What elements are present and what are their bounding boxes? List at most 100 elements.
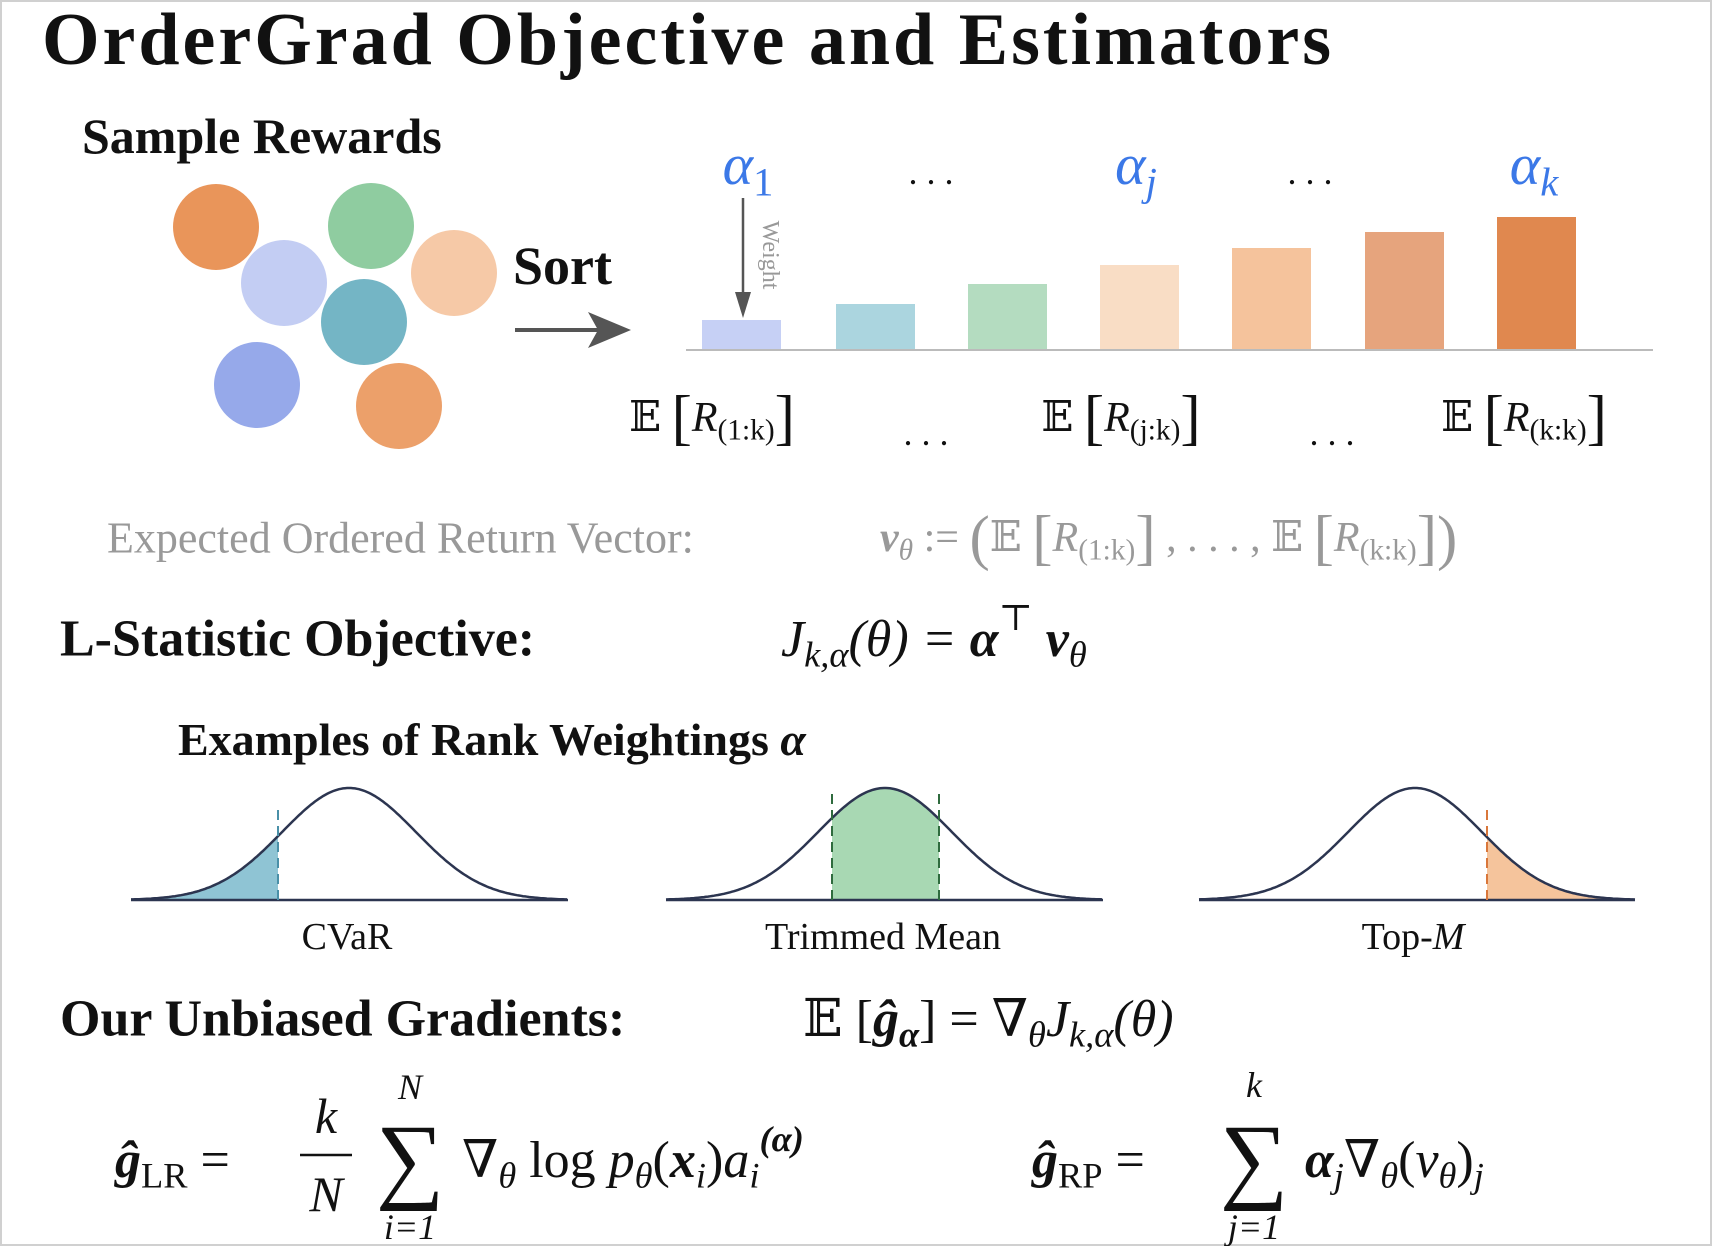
shaded-region [131,836,278,900]
formula-part: ĝ [114,1132,141,1189]
formula-part: ] [1587,385,1607,452]
formula-part: θ [899,535,913,567]
rp-rhs: αj∇θ(vθ)j [1305,1132,1484,1196]
bar [1365,232,1444,349]
formula-part: θ [498,1156,516,1196]
formula-part: ) [1437,505,1457,572]
formula-part: a [723,1132,749,1189]
formula-part: , . . . , 𝔼 [1156,515,1314,561]
formula-part: θ [1028,1015,1046,1055]
sort-label: Sort [513,236,612,296]
formula-part: α [780,714,807,765]
formula-part: ∇ [462,1132,498,1189]
formula-part: Top- [1362,916,1433,958]
formula-part: CVaR [302,916,393,958]
formula-part: k,α [804,635,849,675]
vector-formula: vθ := (𝔼 [R(1:k)] , . . . , 𝔼 [R(k:k)]) [880,505,1457,572]
formula-part: M [1432,916,1467,958]
section-label: Our Unbiased Gradients: [60,991,625,1048]
formula-part: i [749,1156,759,1196]
formula-part: ] [1135,505,1155,572]
formula-part: ( [653,1132,670,1189]
formula-part: ] [775,385,795,452]
curve-label: Top-M [1362,916,1467,958]
section-label: L-Statistic Objective: [60,611,535,668]
weight-label: Weight [757,221,783,290]
formula-part: x [669,1132,696,1189]
formula-part: R [1333,515,1360,561]
reward-circles [173,183,497,449]
formula-part: (θ) = [848,611,969,668]
bar [702,320,781,349]
formula-part: R [1503,395,1530,441]
lr-lhs: ĝLR = [114,1132,230,1196]
ellipsis: . . . [904,413,949,453]
formula-part: [ [1484,385,1504,452]
formula-part: α [1510,132,1542,197]
objective-formula: Jk,α(θ) = α⊤ vθ [781,598,1087,674]
formula-part: ] [1180,385,1200,452]
formula-part: 𝔼 [629,395,672,441]
formula-part: θ [1439,1156,1457,1196]
formula-part: 𝔼 [1041,395,1084,441]
reward-circle [173,184,259,270]
formula-part: α [899,1015,920,1055]
formula-part: (1:k) [718,415,775,447]
rp-lhs: ĝRP = [1031,1132,1145,1196]
weight-symbol: α1 [723,132,774,204]
formula-part: i [696,1156,706,1196]
formula-part: (1:k) [1078,535,1135,567]
formula-part: α [723,132,755,197]
formula-part: p [605,1132,635,1189]
sorted-bars [686,217,1653,351]
formula-part: ] [1417,505,1437,572]
formula-part: [ [1084,385,1104,452]
formula-part: 𝔼 [1441,395,1484,441]
formula-part: (θ) [1113,991,1173,1048]
formula-part: R [691,395,718,441]
formula-part: ĝ [1031,1132,1058,1189]
weight-arrow [735,198,751,318]
weight-symbol: αk [1510,132,1559,204]
title: OrderGrad Objective and Estimators [42,0,1334,81]
formula-part: ( [969,505,989,572]
bell-curve [1198,786,1636,901]
formula-part: [ [672,385,692,452]
formula-part: v [1415,1132,1439,1189]
fraction-denominator: N [308,1166,345,1222]
formula-part: J [1046,991,1072,1048]
formula-part: α [1305,1132,1335,1189]
formula-part: 𝔼 [990,515,1033,561]
sum-top: k [1246,1065,1263,1105]
reward-circle [214,342,300,428]
expectation-label: 𝔼 [R(1:k)] [629,385,795,452]
formula-part: [ [1314,505,1334,572]
formula-part: j [1470,1156,1484,1196]
sum-bottom: i=1 [384,1207,436,1246]
formula-part: j [1141,159,1157,204]
formula-part: log [516,1132,608,1189]
formula-part: LR [141,1156,188,1196]
ellipsis: . . . [1310,413,1355,453]
formula-part: Examples of Rank Weightings [178,714,780,765]
formula-part: k [1540,159,1559,204]
arrow-head [735,292,751,318]
ellipsis: . . . [1288,152,1333,192]
formula-part: ∇ [1344,1132,1380,1189]
expectation-label: 𝔼 [R(j:k)] [1041,385,1200,452]
vector-label: Expected Ordered Return Vector: [107,514,694,563]
formula-part: (j:k) [1130,415,1181,447]
shaded-region [1487,837,1635,900]
formula-part: k,α [1069,1015,1114,1055]
formula-part: [ [1032,505,1052,572]
formula-part: (k:k) [1530,415,1587,447]
formula-part: ) [1456,1132,1473,1189]
formula-part: ] = ∇ [919,991,1028,1048]
formula-part: 1 [753,159,773,204]
sum-bottom: j=1 [1224,1207,1280,1246]
lr-rhs: ∇θ log pθ(xi)ai(α) [462,1119,804,1195]
formula-part: j [1330,1156,1344,1196]
curve-label: Trimmed Mean [765,916,1001,958]
formula-part: Trimmed Mean [765,916,1001,958]
formula-part: (α) [759,1119,803,1159]
